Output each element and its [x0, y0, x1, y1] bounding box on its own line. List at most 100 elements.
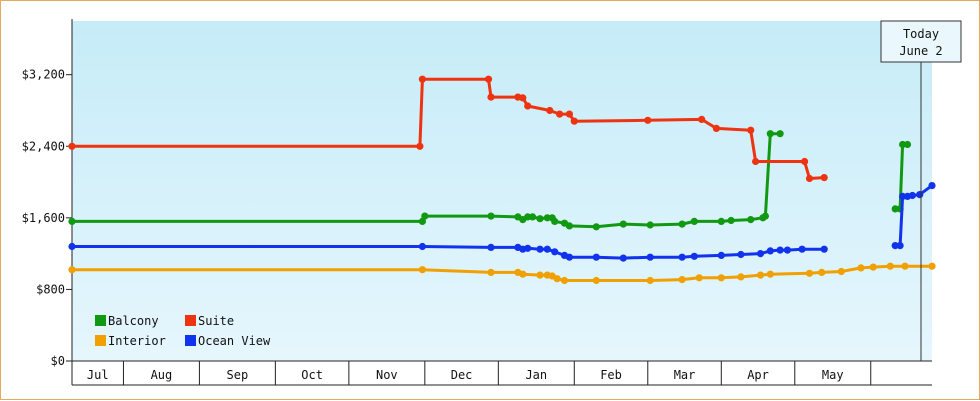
data-point: [592, 253, 600, 261]
data-point: [908, 191, 917, 200]
y-tick-label: $0: [51, 354, 65, 368]
data-point: [484, 75, 493, 83]
data-point: [619, 220, 627, 228]
data-point: [752, 157, 760, 166]
legend: Balcony Suite Interior Ocean View: [95, 314, 271, 348]
data-point: [536, 271, 544, 279]
data-point: [818, 268, 826, 276]
legend-label: Suite: [198, 314, 234, 328]
x-tick-label: Sep: [227, 368, 249, 382]
legend-swatch: [95, 335, 106, 346]
data-point: [524, 244, 532, 252]
data-point: [820, 174, 828, 182]
y-tick-label: $1,600: [22, 211, 65, 225]
data-point: [565, 222, 574, 230]
data-point: [536, 215, 544, 223]
today-box: [880, 20, 962, 63]
x-tick-label: Feb: [600, 368, 622, 382]
data-point: [418, 75, 426, 83]
data-point: [592, 276, 600, 285]
data-point: [916, 191, 924, 199]
data-point: [928, 262, 936, 270]
data-point: [801, 157, 809, 166]
data-point: [712, 124, 721, 132]
series-lines: [68, 75, 936, 285]
data-point: [857, 264, 865, 272]
data-point: [592, 223, 600, 231]
data-point: [776, 130, 784, 138]
legend-swatch: [185, 315, 196, 326]
data-point: [766, 130, 774, 138]
data-point: [698, 115, 706, 123]
legend-label: Interior: [108, 334, 166, 348]
data-point: [766, 270, 774, 278]
x-tick-label: Dec: [451, 368, 473, 382]
data-point: [556, 110, 564, 118]
data-point: [644, 116, 652, 124]
data-point: [565, 253, 574, 261]
data-point: [805, 269, 814, 277]
data-point: [717, 251, 725, 259]
data-point: [553, 275, 561, 283]
data-point: [418, 266, 426, 274]
legend-swatch: [95, 315, 106, 326]
data-point: [690, 252, 698, 260]
series-balcony: [68, 130, 912, 231]
data-point: [416, 142, 424, 150]
x-tick-label: Oct: [301, 368, 323, 382]
x-tick-label: Mar: [674, 368, 696, 382]
data-point: [805, 174, 814, 183]
data-point: [551, 248, 559, 256]
data-point: [756, 271, 765, 279]
data-point: [619, 254, 627, 262]
today-marker: Today June 2: [880, 20, 962, 361]
data-point: [487, 212, 495, 220]
data-point: [524, 102, 532, 110]
x-tick-label: Aug: [151, 368, 173, 382]
data-point: [487, 93, 495, 101]
data-point: [646, 221, 654, 229]
data-point: [68, 142, 76, 150]
data-point: [68, 266, 76, 274]
data-point: [747, 126, 755, 134]
data-point: [519, 94, 527, 102]
data-point: [536, 245, 544, 253]
y-tick-label: $3,200: [22, 68, 65, 82]
data-point: [798, 245, 806, 253]
data-point: [928, 182, 936, 190]
data-point: [551, 217, 559, 225]
x-axis: Jul Aug Sep Oct Nov Dec Jan Feb Mar Apr May: [72, 360, 932, 386]
data-point: [646, 276, 654, 285]
data-point: [690, 217, 698, 225]
data-point: [869, 263, 877, 271]
data-point: [519, 270, 527, 278]
data-point: [737, 250, 745, 259]
x-tick-label: Jul: [87, 368, 109, 382]
data-point: [761, 212, 770, 220]
data-point: [565, 110, 574, 118]
legend-swatch: [185, 335, 196, 346]
data-point: [529, 213, 537, 221]
y-axis: $0 $800 $1,600 $2,400 $3,200: [22, 19, 73, 385]
data-point: [678, 253, 686, 261]
today-label-line1: Today: [903, 27, 939, 41]
data-point: [886, 262, 894, 270]
data-point: [776, 246, 784, 254]
x-tick-label: Jan: [525, 368, 547, 382]
data-point: [695, 274, 703, 282]
data-point: [646, 253, 654, 261]
plot-background: [72, 21, 932, 361]
x-tick-label: Apr: [747, 368, 769, 382]
data-point: [68, 217, 76, 225]
data-point: [756, 250, 765, 258]
data-point: [487, 268, 495, 276]
series-suite: [68, 75, 828, 183]
data-point: [766, 247, 774, 255]
data-point: [678, 220, 686, 228]
data-point: [837, 267, 845, 276]
data-point: [570, 117, 578, 125]
x-tick-label: Nov: [376, 368, 398, 382]
legend-label: Balcony: [108, 314, 159, 328]
